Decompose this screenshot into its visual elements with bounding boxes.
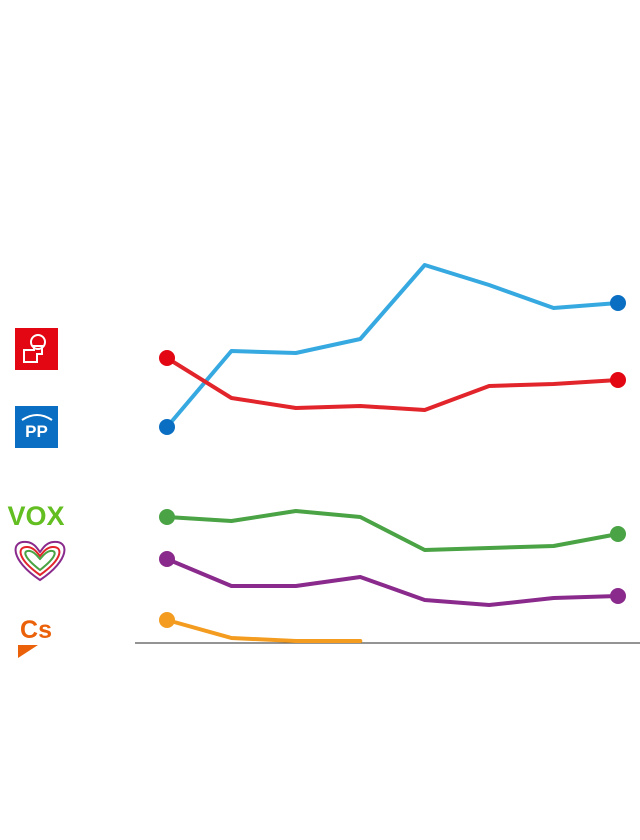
end-dot <box>610 588 626 604</box>
end-dot <box>159 612 175 628</box>
end-dot <box>159 419 175 435</box>
series-line <box>165 356 620 412</box>
cs-logo-text: Cs <box>20 616 52 644</box>
pp-logo: PP <box>15 406 58 448</box>
vox-logo: VOX <box>7 501 64 531</box>
end-dot <box>610 295 626 311</box>
cs-logo: Cs <box>18 616 52 658</box>
end-dot <box>610 372 626 388</box>
end-dot <box>159 350 175 366</box>
mas-madrid-logo <box>14 540 66 582</box>
series-line <box>165 263 620 429</box>
pp-logo-text: PP <box>25 422 48 441</box>
psoe-logo <box>15 328 58 370</box>
series-line <box>165 509 620 552</box>
end-dot <box>610 526 626 542</box>
end-dot <box>159 551 175 567</box>
series-line <box>165 557 620 607</box>
end-dot <box>159 509 175 525</box>
series-line <box>165 618 363 643</box>
